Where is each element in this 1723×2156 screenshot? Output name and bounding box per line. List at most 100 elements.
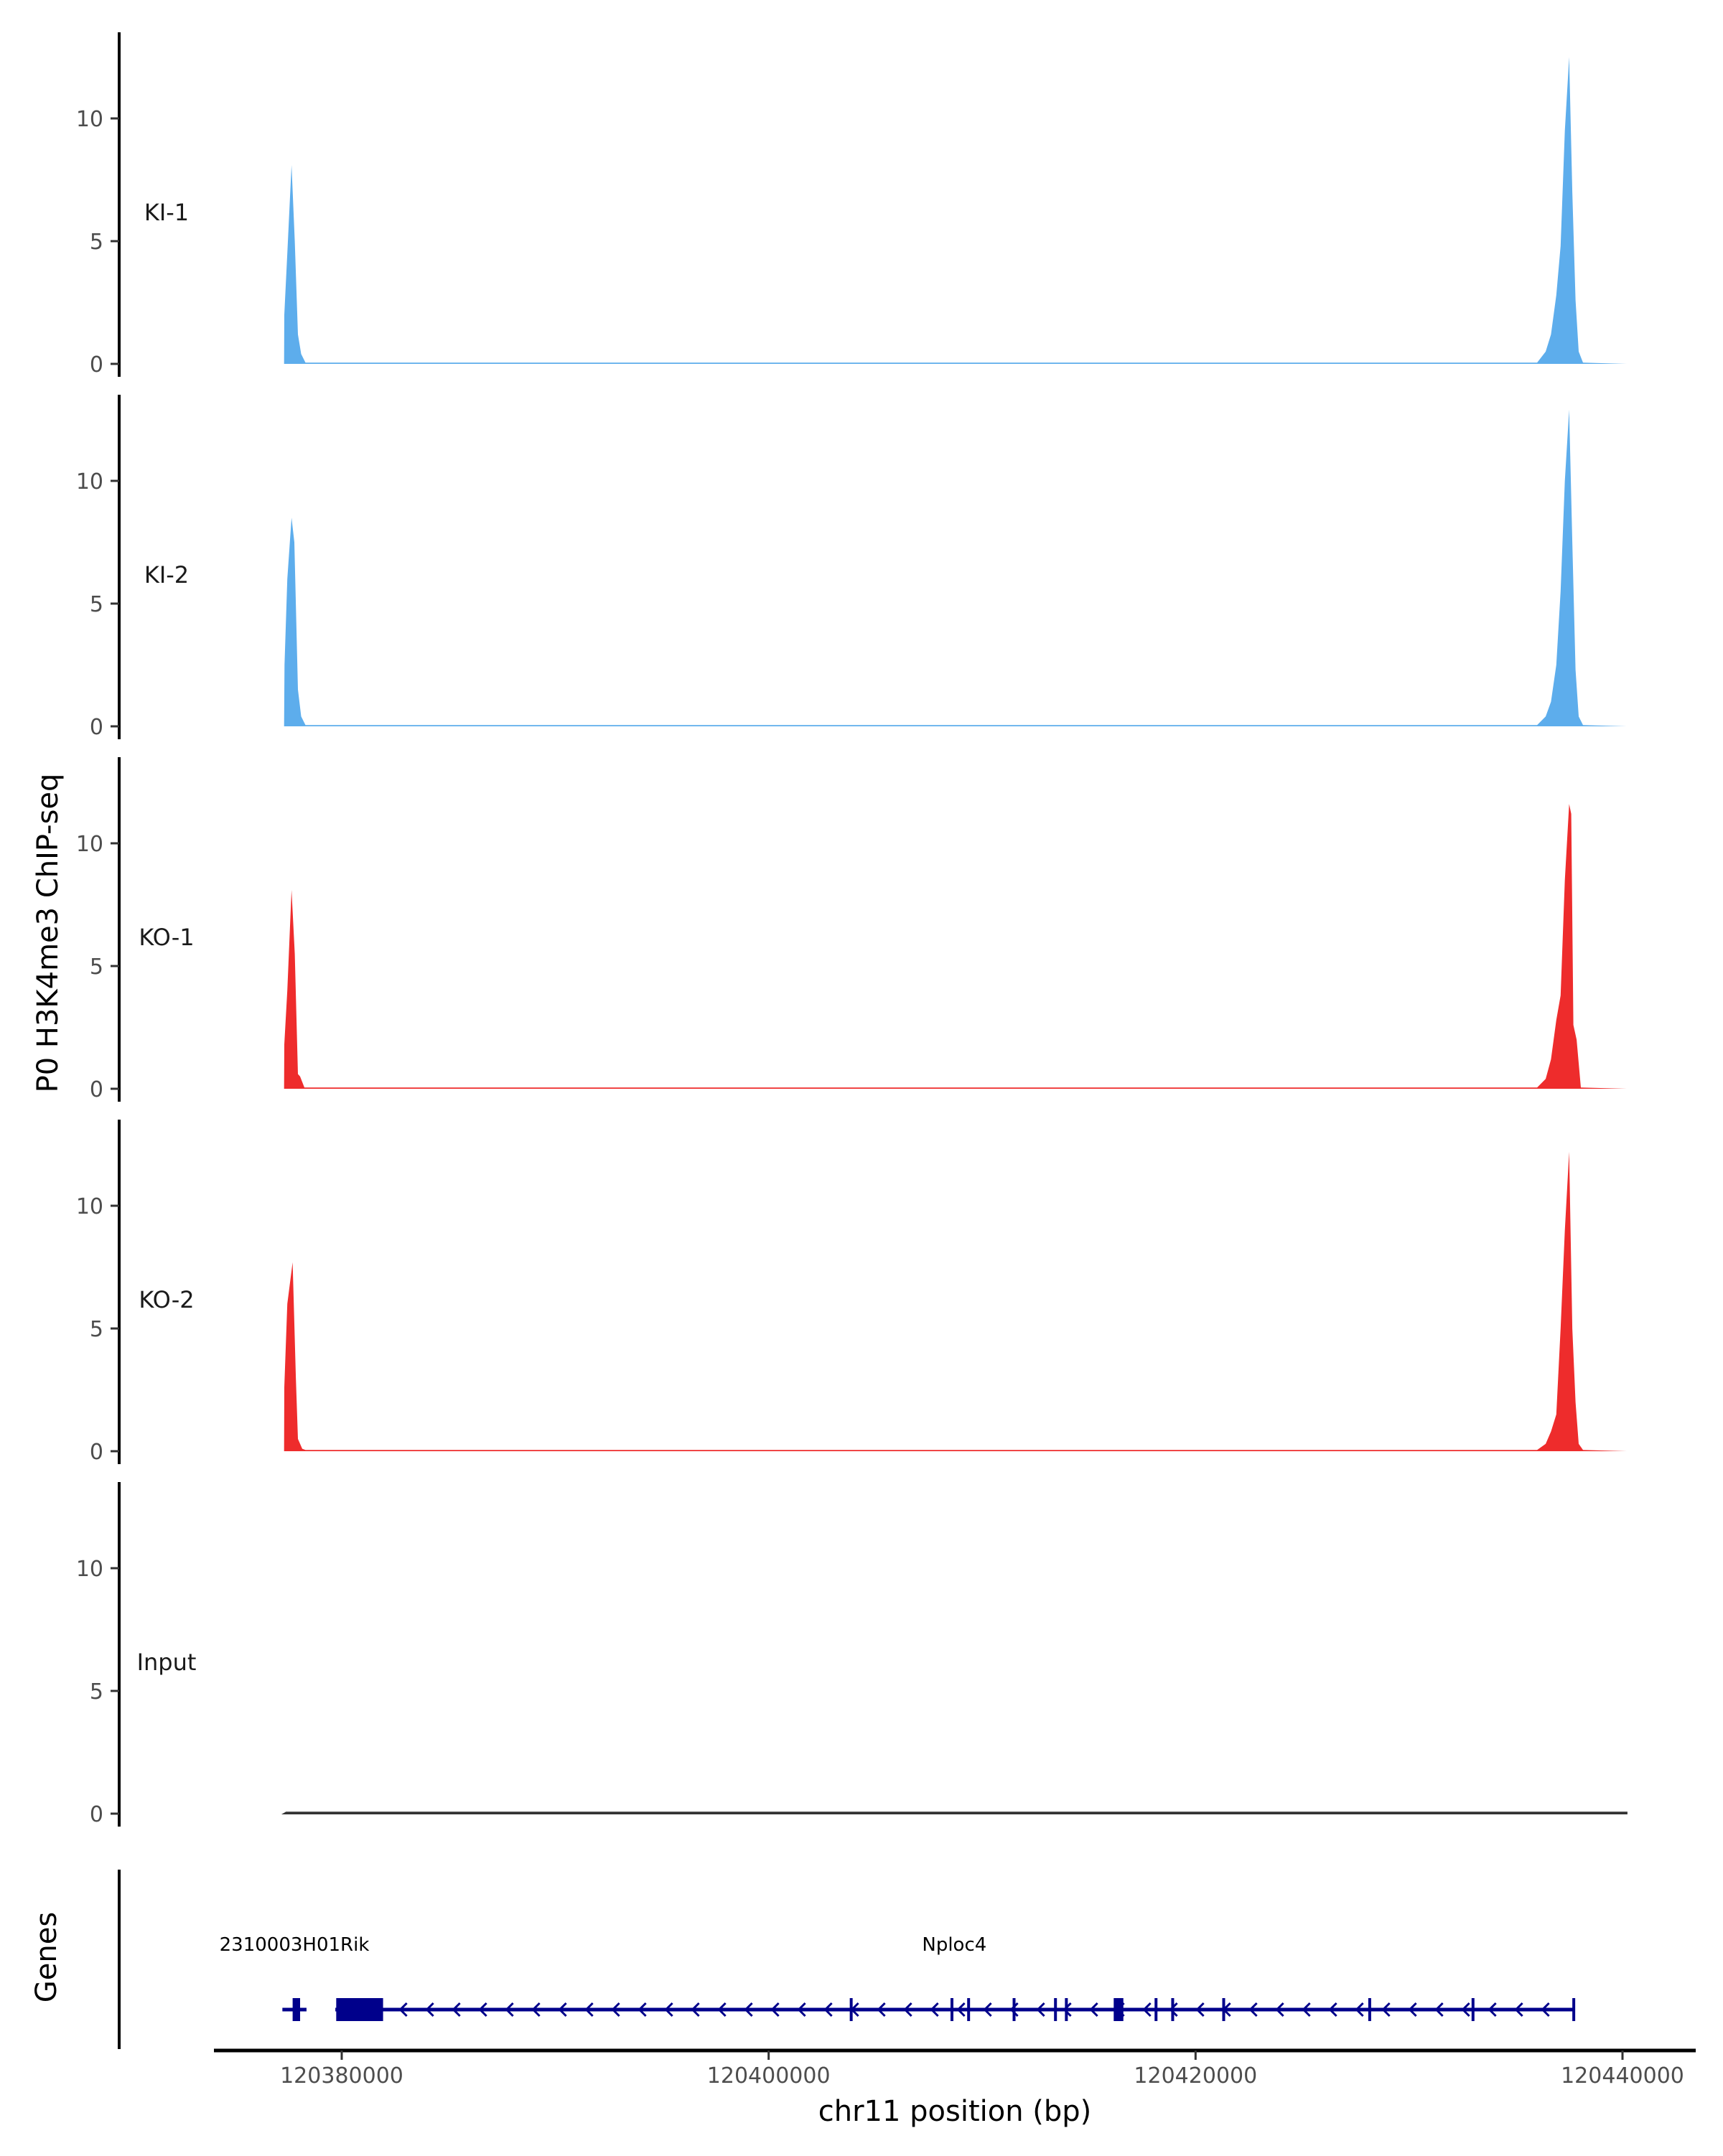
y-tick-label: 10 — [76, 1194, 103, 1219]
strand-arrow-icon — [1461, 2002, 1470, 2017]
strand-arrow-icon — [1036, 2002, 1045, 2017]
track-label: Input — [137, 1649, 197, 1676]
exon-block — [950, 1998, 953, 2021]
strand-arrow-icon — [505, 2002, 514, 2017]
exon-block — [1171, 1998, 1175, 2021]
strand-arrow-icon — [1328, 2002, 1337, 2017]
x-tick-label: 120420000 — [1134, 2063, 1257, 2089]
strand-arrow-icon — [956, 2002, 966, 2017]
track-label: KI-2 — [144, 561, 189, 589]
gene-models: 2310003H01Rik Nploc4 — [220, 1934, 1576, 2021]
strand-arrow-icon — [398, 2002, 408, 2017]
strand-arrow-icon — [1142, 2002, 1152, 2017]
strand-arrow-icon — [1541, 2002, 1550, 2017]
signal-area — [284, 57, 1627, 364]
exon-block — [1054, 1998, 1057, 2021]
strand-arrow-icon — [717, 2002, 727, 2017]
track-label: KO-2 — [139, 1286, 194, 1313]
strand-arrow-icon — [1275, 2002, 1284, 2017]
exon-block — [1368, 1998, 1371, 2021]
strand-arrow-icon — [478, 2002, 487, 2017]
track-label: KO-1 — [139, 924, 194, 951]
strand-arrow-icon — [1514, 2002, 1523, 2017]
strand-arrow-icon — [797, 2002, 806, 2017]
x-tick-label: 120440000 — [1561, 2063, 1684, 2089]
exon-block — [1572, 1998, 1576, 2021]
y-tick-label: 5 — [90, 1317, 103, 1342]
exon-block — [292, 1998, 301, 2021]
strand-arrow-icon — [584, 2002, 594, 2017]
exon-block — [336, 1998, 383, 2021]
gene-track-title: Genes — [30, 1912, 63, 2002]
strand-arrow-icon — [1381, 2002, 1391, 2017]
strand-arrow-icon — [770, 2002, 780, 2017]
strand-arrow-icon — [1089, 2002, 1098, 2017]
strand-arrow-icon — [1248, 2002, 1258, 2017]
signal-area — [284, 409, 1627, 726]
exon-block — [1154, 1998, 1158, 2021]
exon-block — [967, 1998, 971, 2021]
signal-area — [281, 1811, 1628, 1814]
track-panel-ki-1: 0 5 10 KI-1 — [76, 32, 1627, 378]
track-panel-ko-2: 0 5 10 KO-2 — [76, 1120, 1627, 1465]
strand-arrow-icon — [823, 2002, 833, 2017]
strand-arrow-icon — [903, 2002, 912, 2017]
strand-arrow-icon — [611, 2002, 620, 2017]
track-panel-input: 0 5 10 Input — [76, 1482, 1628, 1827]
strand-arrow-icon — [558, 2002, 567, 2017]
strand-arrow-icon — [1063, 2002, 1072, 2017]
exon-block — [1222, 1998, 1225, 2021]
gene-2310003h01rik: 2310003H01Rik — [220, 1934, 370, 2021]
exon-block — [1471, 1998, 1475, 2021]
strand-arrow-icon — [930, 2002, 939, 2017]
y-tick-label: 0 — [90, 1802, 103, 1827]
strand-arrow-icon — [425, 2002, 434, 2017]
strand-arrow-icon — [744, 2002, 753, 2017]
exon-block — [1065, 1998, 1068, 2021]
track-panel-ki-2: 0 5 10 KI-2 — [76, 395, 1627, 740]
gene-label: 2310003H01Rik — [220, 1934, 370, 1956]
strand-arrow-icon — [1302, 2002, 1311, 2017]
exon-block — [1113, 1998, 1124, 2021]
strand-arrow-icon — [638, 2002, 647, 2017]
y-tick-label: 5 — [90, 1679, 103, 1705]
signal-tracks: 0 5 10 KI-1 0 5 10 KI-2 0 5 10 KO-1 0 5 10 KO-2 0 5 10 Inpu… — [76, 32, 1628, 1827]
x-tick-label: 120380000 — [280, 2063, 403, 2089]
y-tick-label: 10 — [76, 832, 103, 857]
y-axis-title: P0 H3K4me3 ChIP-seq — [32, 774, 65, 1093]
y-tick-label: 0 — [90, 352, 103, 378]
strand-arrow-icon — [452, 2002, 461, 2017]
strand-arrow-icon — [1408, 2002, 1417, 2017]
strand-arrow-icon — [1488, 2002, 1497, 2017]
x-axis-title: chr11 position (bp) — [818, 2095, 1092, 2128]
strand-arrow-icon — [691, 2002, 700, 2017]
gene-label: Nploc4 — [922, 1934, 986, 1956]
strand-arrow-icon — [664, 2002, 673, 2017]
exon-block — [1012, 1998, 1016, 2021]
x-tick-label: 120400000 — [707, 2063, 831, 2089]
x-axis: 120380000 120400000 120420000 120440000 — [214, 2048, 1696, 2089]
y-tick-label: 5 — [90, 955, 103, 980]
strand-arrow-icon — [1195, 2002, 1205, 2017]
gene-track: 2310003H01Rik Nploc4 — [118, 1870, 1576, 2049]
y-tick-label: 5 — [90, 230, 103, 255]
y-tick-label: 10 — [76, 1557, 103, 1582]
strand-arrow-icon — [1009, 2002, 1019, 2017]
strand-arrow-icon — [983, 2002, 992, 2017]
y-tick-label: 5 — [90, 592, 103, 617]
strand-arrow-icon — [531, 2002, 541, 2017]
y-tick-label: 10 — [76, 107, 103, 132]
y-tick-label: 0 — [90, 1440, 103, 1465]
strand-arrow-icon — [1169, 2002, 1178, 2017]
signal-area — [284, 1151, 1627, 1451]
y-tick-label: 10 — [76, 469, 103, 495]
track-label: KI-1 — [144, 199, 189, 226]
y-tick-label: 0 — [90, 715, 103, 740]
signal-area — [284, 804, 1627, 1089]
track-panel-ko-1: 0 5 10 KO-1 — [76, 757, 1627, 1102]
y-tick-label: 0 — [90, 1077, 103, 1102]
strand-arrow-icon — [877, 2002, 886, 2017]
exon-block — [849, 1998, 853, 2021]
strand-arrow-icon — [1355, 2002, 1364, 2017]
strand-arrow-icon — [1434, 2002, 1444, 2017]
